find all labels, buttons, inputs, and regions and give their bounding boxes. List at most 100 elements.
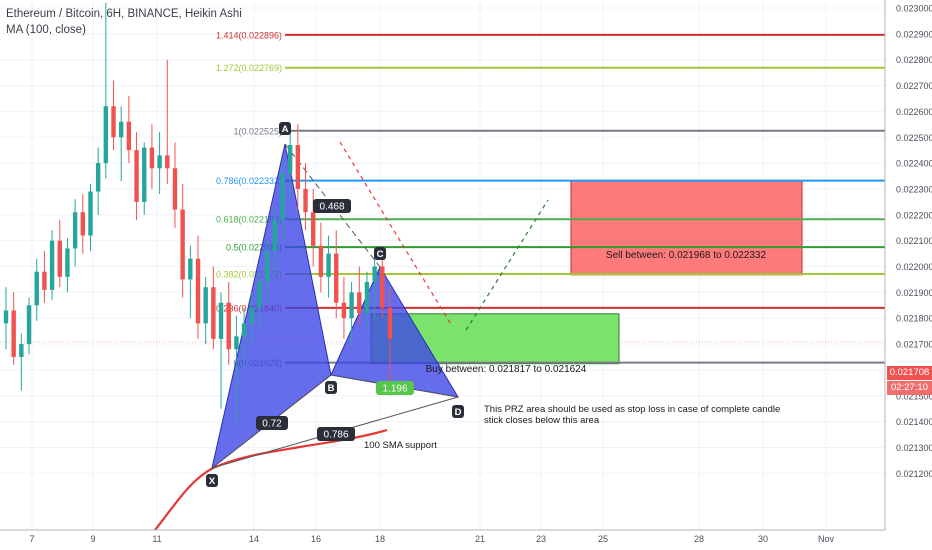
candle-body <box>249 307 254 324</box>
point-label-B: B <box>328 383 335 394</box>
candle-body <box>134 150 139 202</box>
x-tick-label: 16 <box>311 534 321 544</box>
trade-zones <box>370 180 803 365</box>
y-tick-label: 0.022800 <box>896 55 932 65</box>
ratio-label: 1.196 <box>382 384 407 395</box>
countdown-tag: 02:27:10 <box>887 381 932 395</box>
projected-rise-arrow <box>465 199 549 331</box>
candle-body <box>165 155 170 169</box>
fib-label: 0.382(0.021971) <box>216 269 282 279</box>
candle-body <box>157 155 162 169</box>
x-tick-label: 21 <box>475 534 485 544</box>
point-label-D: D <box>455 407 462 418</box>
candle-body <box>318 245 324 277</box>
point-label-A: A <box>282 124 289 135</box>
sell-zone <box>570 180 803 276</box>
chart-annotations: X A B C D 0.468 0.72 0.786 1.196 Sell between: 0.… <box>206 122 780 487</box>
projected-drop-arrow <box>339 141 453 327</box>
point-badge <box>325 381 337 394</box>
fib-label: 0.786(0.022332) <box>216 176 282 186</box>
sma-100-line <box>154 428 388 531</box>
candle-body <box>287 145 293 174</box>
y-tick-label: 0.022600 <box>896 107 932 117</box>
candle-body <box>72 212 78 249</box>
candle-body <box>380 266 385 308</box>
symbol-title: Ethereum / Bitcoin, 6H, BINANCE, Heikin … <box>6 8 242 20</box>
candle-body <box>126 121 132 151</box>
ratio-badge <box>313 199 351 213</box>
y-tick-label: 0.021400 <box>896 417 932 427</box>
y-tick-label: 0.022900 <box>896 29 932 39</box>
sma-support-label: 100 SMA support <box>364 440 437 451</box>
candle-body <box>241 323 247 337</box>
fib-label: 0.618(0.022183) <box>216 215 282 225</box>
y-tick-label: 0.021800 <box>896 314 932 324</box>
candle-body <box>226 302 231 350</box>
candle-body <box>257 282 262 308</box>
candle-body <box>149 147 155 169</box>
y-tick-label: 0.021700 <box>896 340 932 350</box>
candle-body <box>3 310 9 324</box>
x-tick-label: 18 <box>375 534 385 544</box>
fib-label: 1.414(0.022896) <box>216 30 282 40</box>
fib-label: 1.272(0.022769) <box>216 63 282 73</box>
y-tick-label: 0.022000 <box>896 262 932 272</box>
fib-label: 1(0.022525) <box>233 126 282 136</box>
x-tick-label: 30 <box>758 534 768 544</box>
sma-line <box>154 428 388 531</box>
x-tick-label: 11 <box>152 534 161 544</box>
candle-body <box>188 258 193 280</box>
candle-body <box>57 240 62 277</box>
price-axis: 0.023000 0.022900 0.022800 0.022700 0.022600… <box>884 0 932 530</box>
y-tick-label: 0.021500 <box>896 391 932 401</box>
prz-note-line-2: stick closes below this area <box>484 415 600 426</box>
ratio-label: 0.468 <box>319 202 344 213</box>
indicator-label: MA (100, close) <box>6 24 86 36</box>
ratio-badge <box>376 381 414 395</box>
ratio-label: 0.72 <box>262 419 282 430</box>
x-tick-label: 9 <box>90 534 95 544</box>
candle-body <box>88 191 93 236</box>
candle-body <box>19 344 24 357</box>
y-tick-label: 0.022300 <box>896 184 932 194</box>
candle-body <box>272 219 277 251</box>
candle-body <box>357 292 362 314</box>
candle-body <box>349 292 354 319</box>
candle-body <box>80 212 85 236</box>
candle-body <box>387 307 393 339</box>
candles <box>3 2 393 427</box>
ratio-label: 0.786 <box>323 430 348 441</box>
point-badge <box>452 405 464 418</box>
candle-body <box>326 253 331 277</box>
candle-body <box>264 250 270 283</box>
candle-body <box>341 302 347 319</box>
x-tick-label: 23 <box>536 534 546 544</box>
y-tick-label: 0.021200 <box>896 469 932 479</box>
ac-ratio-line <box>284 143 381 268</box>
candle-body <box>111 106 116 138</box>
candle-body <box>334 253 339 303</box>
candle-body <box>203 287 208 324</box>
candle-body <box>211 287 216 339</box>
candle-body <box>26 305 32 345</box>
y-tick-label: 0.022100 <box>896 236 932 246</box>
y-tick-label: 0.023000 <box>896 4 932 14</box>
x-tick-label: 14 <box>249 534 259 544</box>
ratio-badge <box>317 427 355 441</box>
candle-body <box>42 271 47 290</box>
ratio-badge <box>256 416 288 430</box>
candle-body <box>218 302 224 339</box>
candle-body <box>234 336 239 350</box>
candle-body <box>364 282 370 314</box>
y-tick-label: 0.022400 <box>896 159 932 169</box>
candle-body <box>119 121 124 138</box>
buy-zone-label: Buy between: 0.021817 to 0.021624 <box>426 364 587 375</box>
y-tick-label: 0.022200 <box>896 210 932 220</box>
time-axis: 7 9 11 14 16 18 21 23 25 28 30 Nov <box>0 529 885 544</box>
point-label-X: X <box>209 476 216 487</box>
x-tick-label: Nov <box>818 534 835 544</box>
candle-body <box>180 209 185 280</box>
y-tick-label: 0.021900 <box>896 288 932 298</box>
harmonic-pattern <box>211 141 549 470</box>
